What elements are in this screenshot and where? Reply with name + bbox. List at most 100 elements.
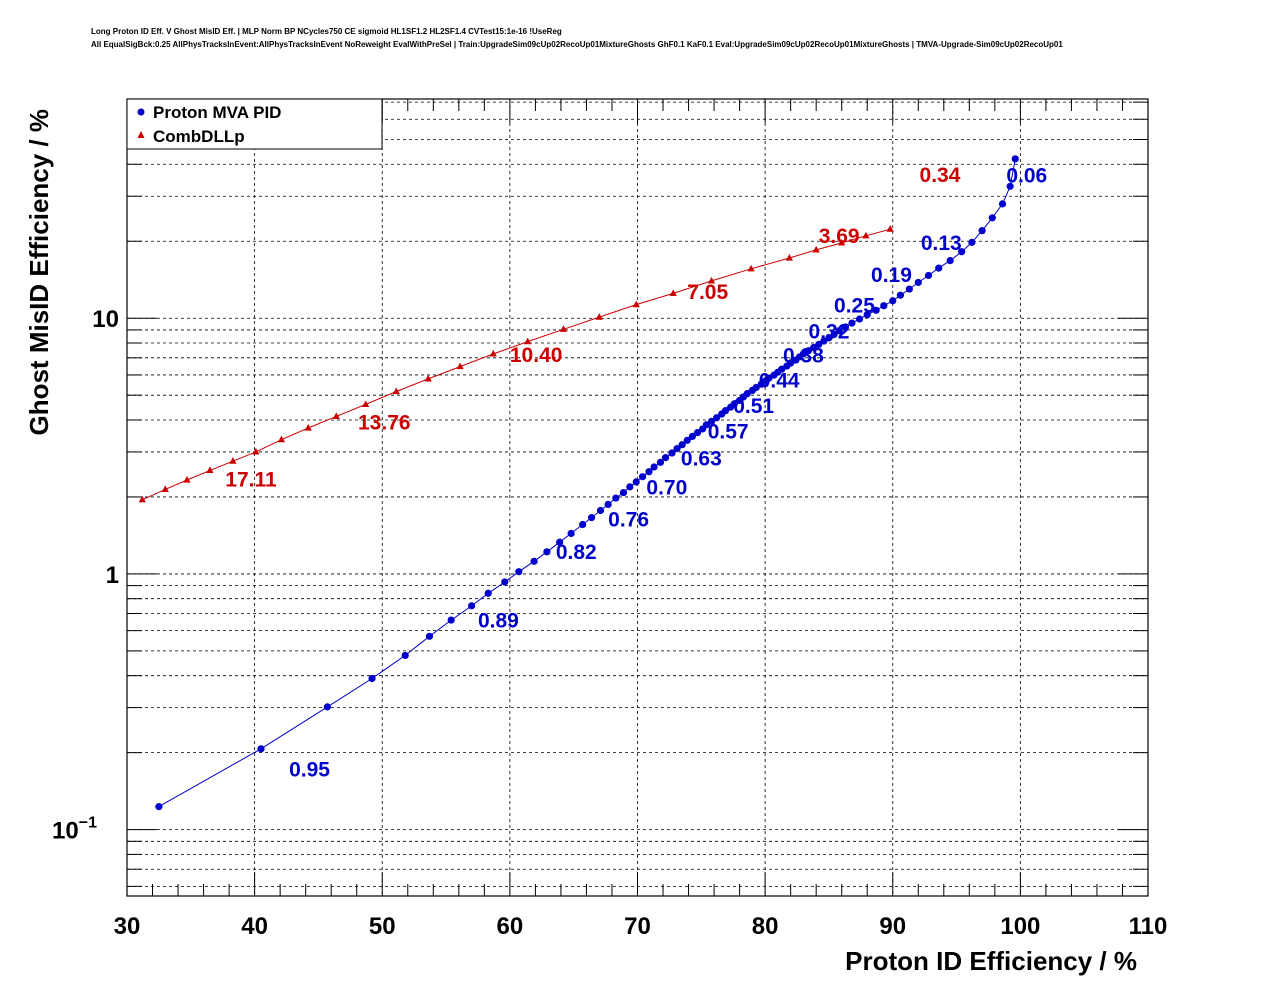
data-point	[501, 578, 509, 586]
data-markers	[138, 155, 1019, 811]
data-point	[958, 248, 966, 256]
data-point	[619, 488, 628, 497]
data-point	[639, 473, 647, 481]
data-point	[812, 245, 820, 253]
y-tick-label: 1	[106, 562, 119, 589]
data-point	[905, 285, 913, 293]
data-point	[815, 340, 823, 348]
data-point	[524, 337, 532, 345]
data-point	[424, 374, 432, 382]
working-point-label: 0.76	[608, 508, 649, 531]
data-point	[669, 289, 677, 297]
legend-marker-circle	[137, 108, 145, 116]
working-point-label: 0.70	[646, 476, 687, 499]
data-point	[830, 330, 838, 339]
legend-box	[126, 98, 383, 150]
data-point	[467, 602, 476, 610]
x-tick-label: 90	[879, 913, 906, 940]
data-point	[596, 506, 605, 515]
data-point	[713, 414, 721, 422]
series-line-0	[158, 158, 1016, 808]
data-point	[661, 454, 670, 462]
data-point	[752, 383, 760, 392]
data-point	[401, 651, 409, 660]
data-point	[447, 616, 455, 624]
data-point	[855, 315, 864, 323]
working-point-label: 7.05	[687, 281, 728, 304]
data-point	[825, 334, 833, 342]
x-tick-label: 30	[114, 913, 141, 940]
data-point	[785, 253, 793, 261]
data-point	[489, 349, 497, 357]
data-point	[743, 390, 751, 398]
data-point	[683, 436, 691, 444]
working-point-label: 0.89	[478, 609, 519, 632]
data-point	[392, 387, 400, 395]
working-point-label: 0.82	[556, 541, 597, 564]
data-point	[896, 291, 905, 299]
working-point-label: 0.13	[921, 232, 962, 255]
legend-marker-triangle	[137, 131, 145, 138]
data-point	[257, 745, 265, 753]
data-point	[456, 362, 464, 370]
working-point-label: 0.06	[1006, 164, 1047, 187]
data-point	[612, 494, 620, 502]
data-point	[650, 463, 658, 471]
data-point	[968, 238, 976, 246]
data-point	[707, 417, 716, 425]
data-point	[604, 500, 612, 509]
data-point	[626, 483, 634, 491]
data-point	[632, 478, 640, 486]
data-point	[559, 325, 568, 332]
data-point	[229, 457, 237, 464]
data-point	[515, 568, 523, 576]
legend-entry-combdllp: CombDLLp	[137, 127, 245, 146]
data-point	[579, 520, 587, 529]
y-tick-label: 10−1	[52, 815, 97, 845]
working-point-labels: 0.95 0.89 0.82 0.76 0.70 0.63 0.57 0.51 0.440.38…	[225, 164, 1047, 782]
data-point	[484, 589, 492, 597]
data-point	[304, 424, 312, 431]
data-point	[835, 327, 843, 335]
data-point	[935, 264, 943, 272]
data-point	[252, 447, 260, 455]
data-point	[543, 548, 551, 556]
data-point	[721, 407, 730, 415]
plot-frame	[126, 98, 1149, 897]
series-line-1	[142, 228, 891, 501]
working-point-label: 0.34	[920, 164, 961, 187]
data-point	[848, 319, 856, 327]
data-point	[693, 428, 702, 437]
data-point	[138, 495, 146, 503]
data-point	[862, 231, 870, 239]
working-point-label: 10.40	[510, 344, 563, 367]
grid-lines	[126, 99, 1149, 896]
data-point	[556, 538, 564, 546]
working-point-label: 0.19	[871, 264, 912, 287]
working-point-label: 0.95	[289, 759, 330, 782]
legend-entry-proton-mva-pid: Proton MVA PID	[137, 103, 281, 122]
data-point	[707, 276, 716, 284]
data-point	[889, 297, 897, 305]
data-point	[645, 468, 653, 476]
data-point	[880, 302, 888, 310]
data-point	[804, 347, 813, 355]
data-point	[595, 313, 603, 320]
data-point	[886, 225, 894, 232]
data-point	[368, 674, 376, 683]
x-tick-label: 100	[1000, 913, 1040, 940]
plot-title-line1: Long Proton ID Eff. V Ghost MisID Eff. |…	[91, 27, 562, 36]
data-point	[998, 200, 1007, 208]
data-point	[567, 529, 575, 538]
legend: Proton MVA PID CombDLLp	[126, 98, 383, 150]
data-point	[161, 485, 169, 493]
legend-label: CombDLLp	[153, 127, 245, 146]
data-point	[673, 445, 681, 453]
data-point	[678, 441, 686, 449]
data-point	[332, 412, 340, 420]
working-point-label: 0.44	[759, 369, 800, 392]
working-point-label: 3.69	[819, 225, 860, 248]
working-point-label: 17.11	[225, 469, 277, 492]
data-point	[362, 400, 370, 408]
